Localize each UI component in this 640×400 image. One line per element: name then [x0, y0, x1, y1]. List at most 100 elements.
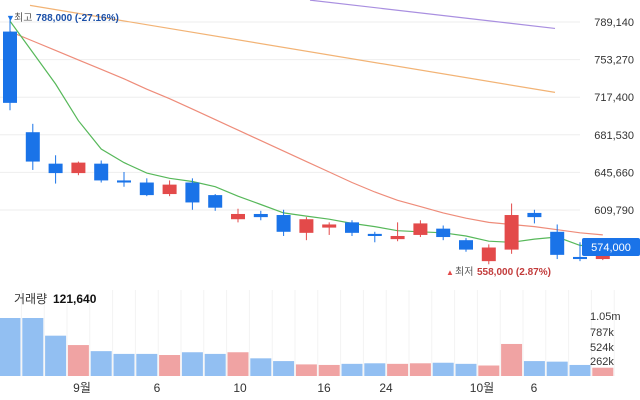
volume-bar[interactable] — [409, 363, 431, 376]
candle[interactable] — [25, 123, 40, 170]
ma20-line — [9, 31, 603, 236]
volume-bar[interactable] — [0, 318, 21, 376]
date-tick-label: 9월 — [73, 381, 91, 395]
volume-bar[interactable] — [45, 335, 67, 376]
price-tick-label: 717,400 — [594, 92, 634, 104]
volume-bar[interactable] — [501, 343, 523, 376]
last-price-tag: 574,000 — [582, 238, 640, 256]
candle-body — [322, 224, 337, 228]
candle[interactable] — [71, 161, 86, 176]
price-tick-label: 789,140 — [594, 17, 634, 29]
volume-tick-label: 524k — [590, 342, 614, 354]
volume-bar[interactable] — [67, 345, 89, 376]
low-price-marker: ▲ 최저 558,000 (2.87%) — [446, 266, 551, 278]
candle-body — [117, 180, 131, 183]
candle[interactable] — [48, 155, 63, 184]
candle[interactable] — [345, 220, 359, 236]
high-arrow-icon: ▼ — [6, 13, 15, 23]
candle[interactable] — [231, 208, 245, 223]
date-tick-label: 10월 — [470, 381, 494, 395]
candle[interactable] — [436, 225, 451, 241]
volume-bar[interactable] — [113, 353, 135, 376]
volume-bar[interactable] — [273, 361, 295, 376]
volume-bar[interactable] — [592, 367, 614, 376]
candle[interactable] — [117, 172, 131, 187]
candle[interactable] — [459, 238, 473, 252]
candle-body — [25, 132, 40, 162]
candle-body — [276, 215, 291, 232]
date-tick-label: 24 — [379, 381, 393, 395]
high-label-value: 788,000 (-27.16%) — [36, 13, 119, 24]
candle-body — [367, 233, 382, 236]
date-tick-label: 10 — [233, 381, 247, 395]
volume-bar[interactable] — [250, 358, 272, 376]
candle[interactable] — [367, 231, 382, 243]
candle-body — [162, 184, 177, 195]
candle-body — [504, 215, 519, 250]
candle[interactable] — [276, 209, 291, 236]
price-tick-label: 753,270 — [594, 55, 634, 67]
candle[interactable] — [299, 217, 314, 241]
candle-body — [390, 235, 405, 240]
candle[interactable] — [573, 242, 587, 262]
candle-body — [48, 163, 63, 174]
volume-tick-label: 787k — [590, 327, 614, 339]
date-tick-label: 6 — [531, 381, 538, 395]
volume-bar[interactable] — [204, 353, 226, 376]
candle[interactable] — [185, 178, 200, 210]
volume-bar[interactable] — [523, 361, 545, 376]
last-price-label: 574,000 — [591, 242, 631, 254]
volume-bar[interactable] — [90, 351, 112, 376]
candle[interactable] — [504, 203, 519, 254]
volume-bar[interactable] — [432, 362, 454, 376]
volume-tick-label: 262k — [590, 356, 614, 368]
volume-bar[interactable] — [181, 352, 203, 376]
candle-body — [3, 31, 17, 103]
ma120-line — [309, 0, 556, 30]
candle-body — [253, 213, 268, 218]
volume-bar[interactable] — [318, 364, 340, 376]
candle[interactable] — [322, 222, 337, 235]
volume-bar[interactable] — [387, 363, 409, 376]
candle[interactable] — [162, 180, 177, 197]
candle[interactable] — [208, 194, 223, 211]
candle-body — [139, 182, 154, 196]
moving-average-lines — [9, 0, 603, 248]
volume-bar[interactable] — [136, 353, 158, 376]
volume-bar[interactable] — [478, 365, 500, 376]
candle[interactable] — [3, 15, 17, 111]
candle[interactable] — [253, 210, 268, 221]
volume-bar[interactable] — [364, 363, 386, 376]
volume-bar[interactable] — [159, 355, 181, 376]
volume-bar[interactable] — [569, 364, 591, 376]
low-label-value: 558,000 (2.87%) — [477, 267, 551, 278]
candle-body — [527, 212, 542, 218]
candle[interactable] — [139, 178, 154, 197]
volume-bar[interactable] — [227, 352, 249, 376]
candle[interactable] — [94, 160, 109, 183]
candle-body — [550, 231, 565, 255]
candle[interactable] — [527, 209, 542, 224]
volume-bar[interactable] — [546, 361, 568, 376]
candle[interactable] — [390, 222, 405, 242]
price-tick-label: 681,530 — [594, 130, 634, 142]
price-tick-label: 645,660 — [594, 167, 634, 179]
candle[interactable] — [413, 220, 428, 238]
candle[interactable] — [550, 224, 565, 260]
candle[interactable] — [481, 244, 496, 265]
price-axis: 789,140 753,270 717,400 681,530 645,660 609,7… — [594, 17, 634, 217]
volume-bar[interactable] — [455, 363, 477, 376]
ma60-line — [29, 4, 556, 93]
volume-bar[interactable] — [341, 363, 363, 376]
price-tick-label: 609,790 — [594, 205, 634, 217]
volume-bars[interactable] — [0, 318, 614, 376]
volume-bar[interactable] — [295, 364, 317, 376]
volume-panel: 거래량 121,640 1.05m 787k 524k 262k — [0, 292, 621, 376]
candle-body — [459, 240, 473, 250]
grid-lines — [0, 21, 615, 376]
volume-bar[interactable] — [22, 318, 44, 376]
candle-body — [413, 223, 428, 235]
candle-body — [94, 163, 109, 181]
